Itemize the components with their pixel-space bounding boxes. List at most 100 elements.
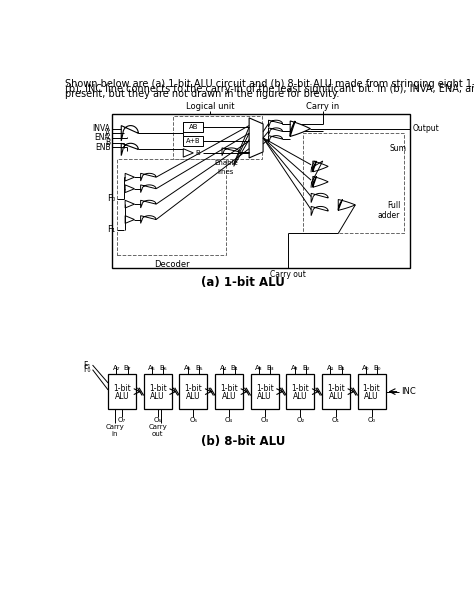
Text: ENB: ENB <box>95 142 110 152</box>
Bar <box>179 374 207 409</box>
Text: A₃: A₃ <box>255 365 263 371</box>
Polygon shape <box>268 120 283 127</box>
Text: 1-bit: 1-bit <box>292 384 309 392</box>
Text: 1-bit: 1-bit <box>220 384 238 392</box>
Text: (b) 8-bit ALU: (b) 8-bit ALU <box>201 435 285 448</box>
Text: INC: INC <box>401 387 416 396</box>
Text: A: A <box>105 129 110 138</box>
Bar <box>173 116 262 159</box>
Text: A₅: A₅ <box>184 365 191 371</box>
Text: Enable: Enable <box>214 160 238 165</box>
Text: ALU: ALU <box>364 392 379 401</box>
Bar <box>303 134 404 233</box>
Text: Full
adder: Full adder <box>378 200 400 220</box>
Text: ALU: ALU <box>293 392 308 401</box>
Text: present, but they are not drawn in the figure for brevity.: present, but they are not drawn in the f… <box>65 89 340 99</box>
Text: B₂: B₂ <box>302 365 310 371</box>
Bar <box>112 114 410 268</box>
Polygon shape <box>125 173 135 181</box>
Text: A₂: A₂ <box>291 365 299 371</box>
Bar <box>118 159 226 255</box>
Polygon shape <box>313 161 328 172</box>
Polygon shape <box>313 176 328 187</box>
Polygon shape <box>268 128 283 135</box>
Text: O₃: O₃ <box>261 417 269 423</box>
Text: Decoder: Decoder <box>154 259 190 268</box>
Polygon shape <box>183 149 193 157</box>
Text: AB: AB <box>189 124 198 130</box>
Polygon shape <box>121 143 138 155</box>
Polygon shape <box>249 118 263 158</box>
Text: lines: lines <box>218 168 234 175</box>
Text: O₀: O₀ <box>367 417 375 423</box>
Polygon shape <box>338 200 356 210</box>
Text: (b), INC line connects to the carry-in of the least significant bit. In (b), INV: (b), INC line connects to the carry-in o… <box>65 84 474 94</box>
Bar <box>286 374 314 409</box>
Text: 1-bit: 1-bit <box>184 384 202 392</box>
Text: ALU: ALU <box>186 392 201 401</box>
Text: Logical unit: Logical unit <box>186 102 235 111</box>
Text: B₀: B₀ <box>374 365 381 371</box>
Text: 1-bit: 1-bit <box>149 384 166 392</box>
Text: Carry in: Carry in <box>306 102 339 111</box>
Text: A₀: A₀ <box>362 365 370 371</box>
Bar <box>322 374 350 409</box>
Text: O₄: O₄ <box>225 417 233 423</box>
Polygon shape <box>141 200 156 208</box>
Text: INVA: INVA <box>92 124 110 133</box>
Text: B₃: B₃ <box>266 365 274 371</box>
Text: 1-bit: 1-bit <box>256 384 273 392</box>
Bar <box>144 374 172 409</box>
Text: O₆: O₆ <box>154 417 162 423</box>
Text: ALU: ALU <box>150 392 165 401</box>
Bar <box>183 122 203 132</box>
Text: F₁: F₁ <box>107 225 115 234</box>
Text: F₀: F₀ <box>107 194 115 203</box>
Polygon shape <box>290 121 310 137</box>
Text: A₆: A₆ <box>148 365 156 371</box>
Bar <box>108 374 136 409</box>
Text: B₄: B₄ <box>231 365 238 371</box>
Polygon shape <box>125 200 135 208</box>
Polygon shape <box>268 135 283 142</box>
Text: O₂: O₂ <box>296 417 304 423</box>
Bar <box>251 374 279 409</box>
Text: Output: Output <box>413 124 439 133</box>
Text: 1-bit: 1-bit <box>113 384 131 392</box>
Text: Carry
out: Carry out <box>148 424 167 437</box>
Polygon shape <box>121 126 138 141</box>
Text: B: B <box>105 138 110 147</box>
Bar <box>357 374 385 409</box>
Polygon shape <box>141 185 156 193</box>
Text: A₁: A₁ <box>327 365 334 371</box>
Text: A+B: A+B <box>186 138 201 144</box>
Text: B₅: B₅ <box>195 365 203 371</box>
Text: Sum: Sum <box>390 144 406 153</box>
Text: O₁: O₁ <box>332 417 340 423</box>
Polygon shape <box>125 185 135 193</box>
Text: ALU: ALU <box>328 392 343 401</box>
Text: O₅: O₅ <box>189 417 198 423</box>
Polygon shape <box>222 148 239 155</box>
Text: B₇: B₇ <box>124 365 131 371</box>
Text: A₇: A₇ <box>113 365 120 371</box>
Text: ALU: ALU <box>257 392 272 401</box>
Text: (a) 1-bit ALU: (a) 1-bit ALU <box>201 276 285 289</box>
Text: F₁: F₁ <box>83 361 91 369</box>
Polygon shape <box>311 206 328 216</box>
Text: B₆: B₆ <box>159 365 167 371</box>
Polygon shape <box>311 193 328 203</box>
Text: ALU: ALU <box>115 392 129 401</box>
Text: F₀: F₀ <box>83 365 91 374</box>
Text: A₄: A₄ <box>219 365 227 371</box>
Text: ALU: ALU <box>222 392 236 401</box>
Text: 1-bit: 1-bit <box>363 384 381 392</box>
Text: ENA: ENA <box>95 134 110 142</box>
Polygon shape <box>141 173 156 181</box>
Text: Shown below are (a) 1-bit ALU circuit and (b) 8-bit ALU made from stringing eigh: Shown below are (a) 1-bit ALU circuit an… <box>65 79 474 89</box>
Polygon shape <box>125 216 135 223</box>
Bar <box>215 374 243 409</box>
Text: 1-bit: 1-bit <box>327 384 345 392</box>
Text: Carry
in: Carry in <box>106 424 124 437</box>
Polygon shape <box>141 216 156 223</box>
